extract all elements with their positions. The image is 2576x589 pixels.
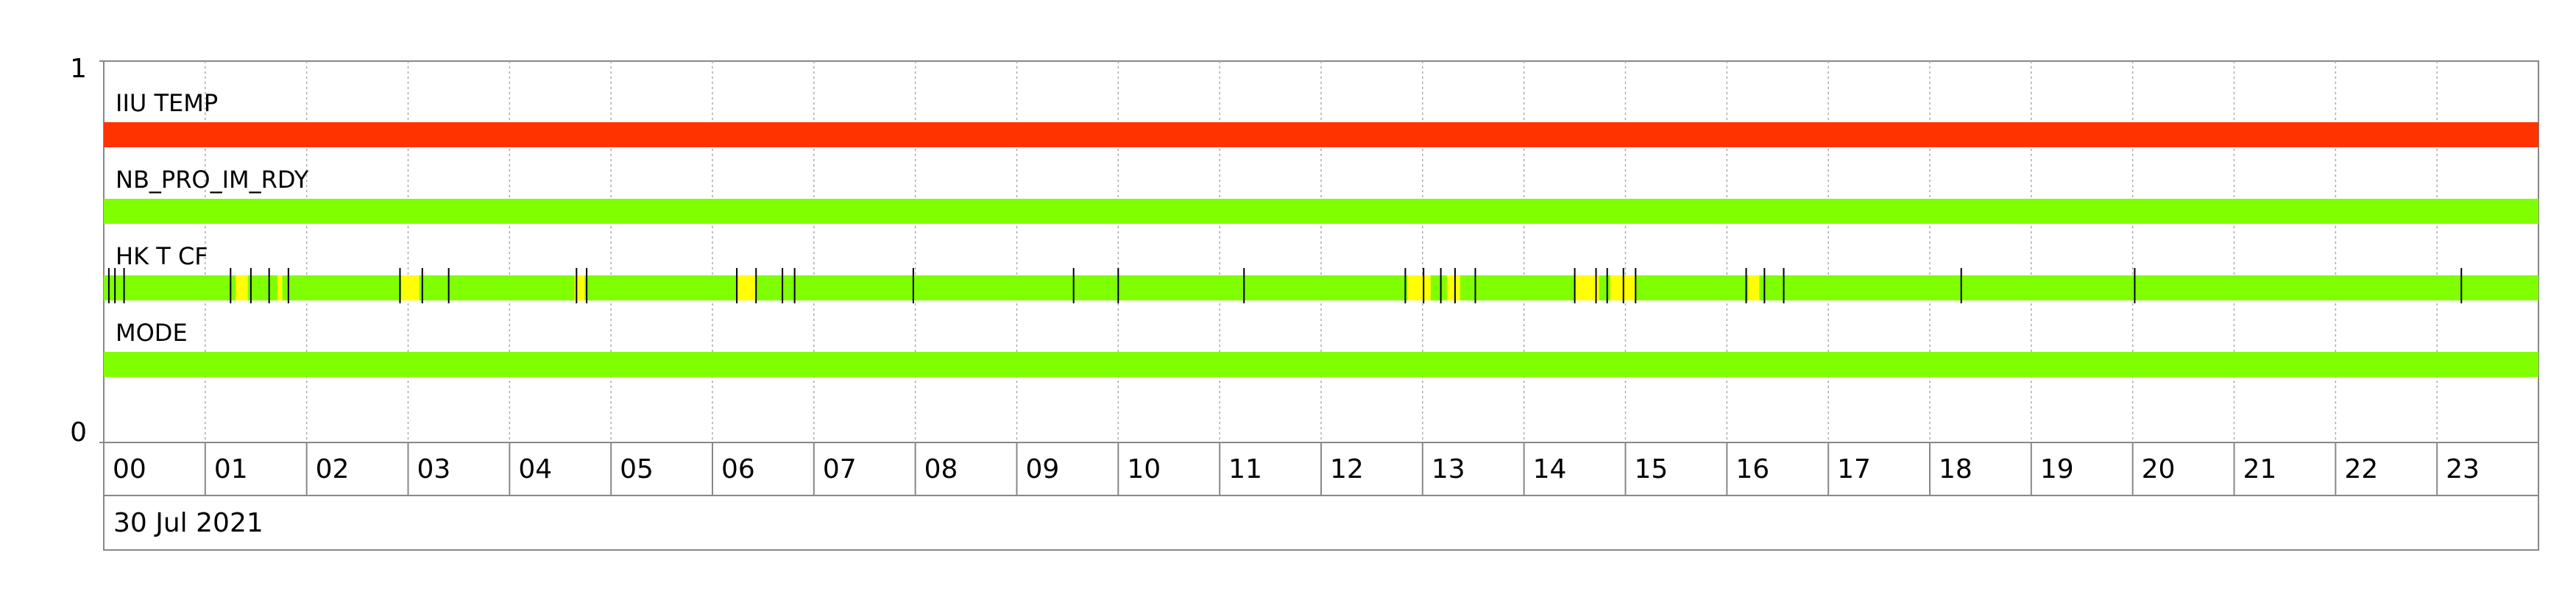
x-tick-label: 16: [1735, 454, 1769, 484]
y-tick-label: 1: [70, 54, 87, 84]
x-tick-label: 01: [214, 454, 248, 484]
x-tick-label: 09: [1026, 454, 1060, 484]
status-bar: [104, 199, 2538, 224]
alert-segment: [1574, 275, 1599, 300]
x-tick-label: 15: [1635, 454, 1669, 484]
status-bar: [104, 122, 2538, 147]
x-tick-label: 05: [620, 454, 654, 484]
x-tick-label: 19: [2040, 454, 2074, 484]
x-tick-label: 04: [518, 454, 552, 484]
row-label: NB_PRO_IM_RDY: [116, 166, 309, 194]
x-tick-label: 06: [721, 454, 755, 484]
x-tick-label: 11: [1228, 454, 1262, 484]
x-tick-label: 22: [2344, 454, 2378, 484]
x-tick-label: 14: [1533, 454, 1567, 484]
x-tick-label: 10: [1127, 454, 1161, 484]
x-tick-label: 12: [1330, 454, 1364, 484]
alert-segment: [400, 275, 420, 300]
x-tick-label: 21: [2243, 454, 2277, 484]
alert-segment: [236, 275, 248, 300]
x-tick-label: 20: [2142, 454, 2176, 484]
status-bar: [104, 352, 2538, 377]
alert-segment: [1748, 275, 1760, 300]
x-tick-label: 03: [417, 454, 451, 484]
row-label: HK T CF: [116, 242, 208, 270]
alert-segment: [277, 275, 283, 300]
date-label: 30 Jul 2021: [113, 508, 263, 538]
x-tick-label: 02: [316, 454, 350, 484]
x-tick-label: 17: [1837, 454, 1871, 484]
alert-segment: [737, 275, 755, 300]
alert-segment: [1407, 275, 1431, 300]
date-row: [103, 495, 2539, 551]
x-tick-label: 23: [2446, 454, 2480, 484]
x-tick-label: 13: [1432, 454, 1465, 484]
y-tick-label: 0: [70, 417, 87, 448]
row-label: IIU TEMP: [116, 89, 218, 117]
alert-segment: [1446, 275, 1460, 300]
x-tick-label: 07: [823, 454, 857, 484]
x-tick-label: 08: [924, 454, 958, 484]
x-tick-label: 00: [113, 454, 146, 484]
status-bar: [104, 275, 2538, 300]
row-label: MODE: [116, 319, 188, 347]
x-tick-label: 18: [1939, 454, 1972, 484]
